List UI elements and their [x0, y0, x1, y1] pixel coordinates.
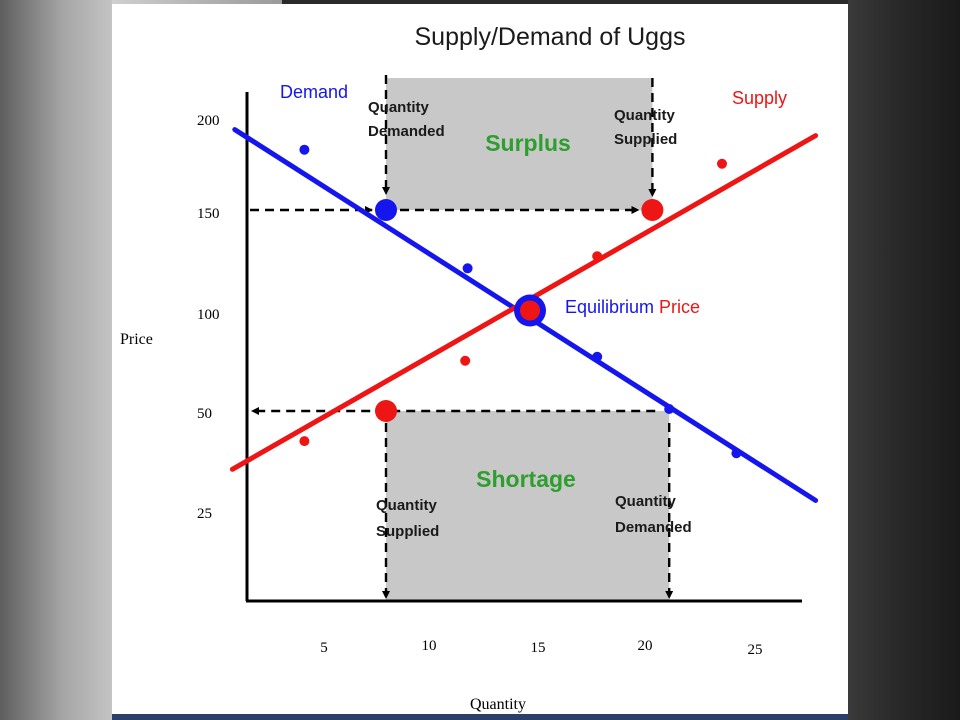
supply-point [299, 436, 310, 447]
demand-key-point [375, 199, 397, 221]
x-tick-label: 20 [638, 638, 653, 654]
dashed-guides [250, 75, 674, 599]
quantity-supplied-bottom-line2: Supplied [376, 523, 439, 540]
equilibrium-price-label: Equilibrium Price [565, 297, 700, 317]
y-tick-label: 150 [197, 206, 220, 222]
supply-series-label: Supply [732, 88, 787, 108]
quantity-supplied-top-line2: Supplied [614, 131, 677, 148]
surplus-region [386, 78, 653, 210]
y-tick-label: 200 [197, 113, 220, 129]
supply-key-point [375, 400, 397, 422]
y-tick-label: 25 [197, 506, 212, 522]
quantity-demanded-bottom-line1: Quantity [615, 493, 676, 510]
supply-point [460, 355, 471, 366]
supply-point [592, 251, 603, 262]
background-right-panel [848, 0, 960, 720]
demand-point [592, 351, 603, 362]
x-tick-label: 15 [531, 640, 546, 656]
y-tick-label: 50 [197, 406, 212, 422]
x-tick-label: 25 [748, 642, 763, 658]
shortage-label: Shortage [476, 466, 576, 492]
demand-point [664, 403, 675, 414]
equilibrium-word: Equilibrium [565, 297, 654, 317]
quantity-supplied-top-line1: Quantity [614, 107, 675, 124]
demand-point [731, 448, 742, 459]
equilibrium-point-inner [520, 300, 540, 321]
demand-point [462, 263, 473, 274]
series-layer [229, 127, 819, 503]
quantity-demanded-top-line1: Quantity [368, 99, 429, 116]
quantity-demanded-top-line2: Demanded [368, 123, 445, 140]
y-axis-label: Price [120, 331, 153, 348]
background-left-panel [0, 0, 112, 720]
quantity-supplied-bottom-line1: Quantity [376, 497, 437, 514]
x-axis-label: Quantity [470, 696, 526, 713]
slide-bottom-bar [112, 714, 848, 720]
price-word: Price [659, 297, 700, 317]
y-tick-label: 100 [197, 307, 220, 323]
supply-key-point [641, 199, 664, 221]
demand-series-label: Demand [280, 82, 348, 102]
quantity-demanded-bottom-line2: Demanded [615, 519, 692, 536]
surplus-label: Surplus [485, 130, 571, 156]
demand-point [299, 144, 310, 155]
x-tick-label: 5 [320, 640, 328, 656]
x-tick-label: 10 [422, 638, 437, 654]
shortage-region [386, 411, 670, 601]
supply-point [717, 158, 727, 169]
chart-title: Supply/Demand of Uggs [415, 23, 686, 51]
